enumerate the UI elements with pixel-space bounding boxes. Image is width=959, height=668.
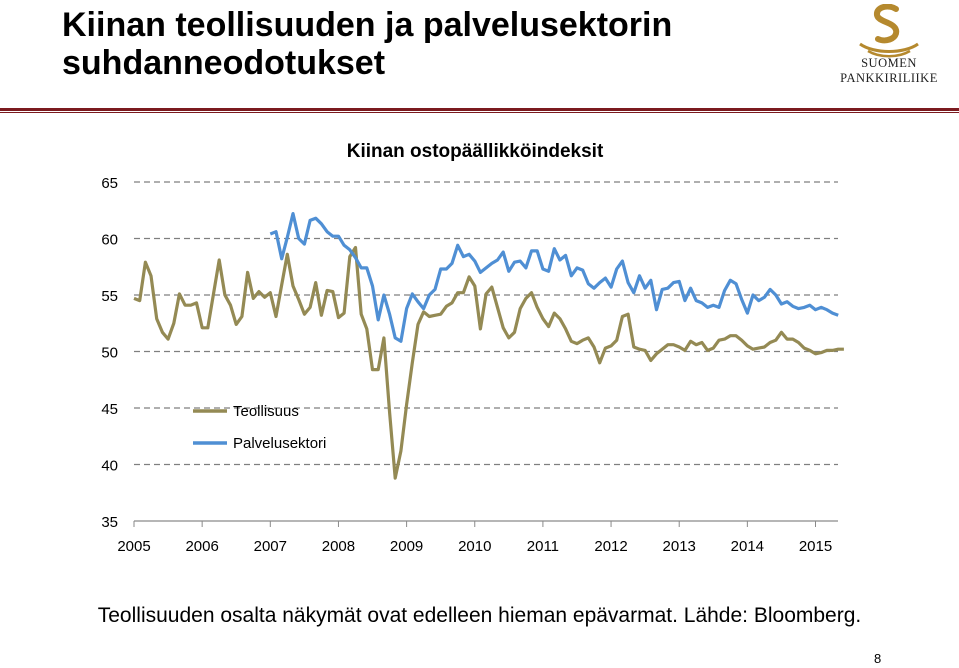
slide-title-line-2: suhdanneodotukset [62,44,386,82]
y-tick-label: 50 [101,345,118,362]
slide-caption: Teollisuuden osalta näkymät ovat edellee… [97,604,862,627]
x-tick-label: 2011 [527,538,559,555]
pmi-line-chart: Kiinan ostopäällikköindeksit 35 40 45 50 55 6… [101,141,844,555]
series-lines [133,212,844,480]
x-tick-label: 2009 [390,538,423,555]
slide-title: Kiinan teollisuuden ja palvelusektorin s… [62,6,822,82]
legend-label-industry: Teollisuus [233,403,299,420]
x-tick-label: 2007 [254,538,287,555]
x-axis-ticks: 2005 2006 2007 2008 2009 2010 2011 2012 2013 2014… [117,521,832,555]
series-line-services [269,212,839,343]
bank-logo-text-1: SUOMEN [861,56,917,70]
legend-label-services: Palvelusektori [233,435,326,452]
bank-logo: SUOMEN PANKKIRILIIKE [830,3,948,90]
x-tick-label: 2006 [185,538,218,555]
x-tick-label: 2015 [799,538,832,555]
y-tick-label: 35 [101,514,118,531]
title-rule-thin [0,112,959,113]
y-tick-label: 60 [101,232,118,249]
bank-logo-text-2: PANKKIRILIIKE [840,71,938,85]
x-tick-label: 2014 [731,538,764,555]
y-tick-label: 65 [101,175,118,192]
x-tick-label: 2008 [322,538,355,555]
y-axis-ticks: 35 40 45 50 55 60 65 [101,175,118,531]
page-number: 8 [874,651,882,666]
x-tick-label: 2012 [594,538,627,555]
chart-title: Kiinan ostopäällikköindeksit [347,141,604,162]
series-line-industry [133,245,844,480]
x-tick-label: 2010 [458,538,491,555]
y-tick-label: 45 [101,401,118,418]
gridlines [134,181,838,522]
legend: Teollisuus Palvelusektori [193,403,326,452]
y-tick-label: 55 [101,288,118,305]
slide-title-line-1: Kiinan teollisuuden ja palvelusektorin [62,6,673,44]
x-tick-label: 2013 [663,538,696,555]
title-rule [0,108,959,111]
x-tick-label: 2005 [117,538,150,555]
y-tick-label: 40 [101,458,118,475]
bank-logo-emblem [859,3,919,58]
